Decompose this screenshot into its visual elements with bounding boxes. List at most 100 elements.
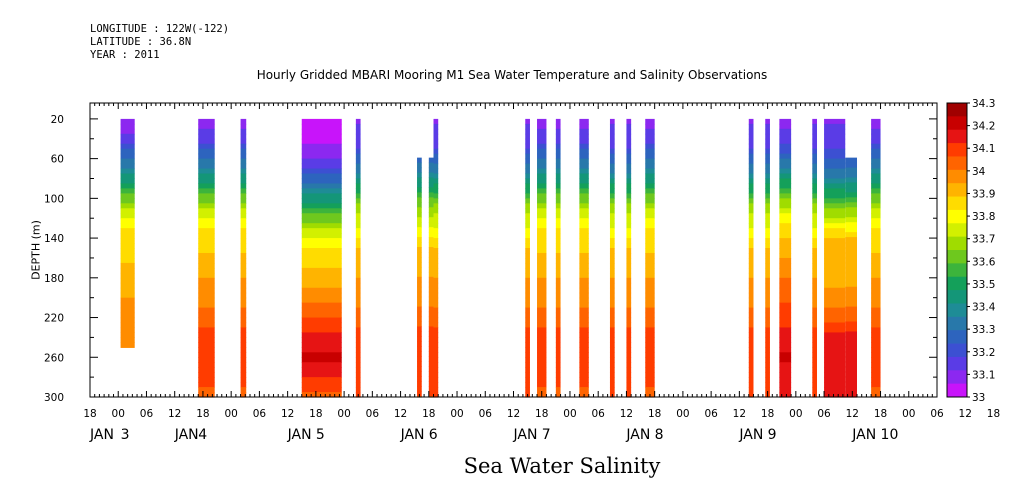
salinity-cell — [537, 158, 547, 165]
x-day-label: JAN — [89, 427, 114, 443]
salinity-cell — [417, 187, 422, 193]
salinity-cell — [355, 218, 361, 224]
salinity-cell — [579, 178, 589, 185]
salinity-cell — [626, 188, 632, 194]
salinity-cell — [824, 183, 846, 190]
salinity-cell — [433, 332, 439, 339]
salinity-cell — [525, 387, 530, 393]
salinity-cell — [779, 173, 792, 180]
salinity-cell — [355, 262, 361, 269]
salinity-cell — [609, 163, 615, 170]
salinity-cell — [198, 302, 215, 309]
salinity-cell — [824, 332, 846, 339]
salinity-cell — [645, 153, 655, 160]
salinity-cell — [779, 327, 792, 334]
salinity-cell — [355, 178, 361, 185]
salinity-cell — [537, 267, 547, 274]
salinity-cell — [198, 262, 215, 269]
salinity-cell — [779, 317, 792, 324]
salinity-cell — [537, 277, 547, 284]
salinity-cell — [871, 307, 881, 314]
salinity-cell — [417, 301, 422, 308]
salinity-cell — [555, 118, 561, 125]
salinity-cell — [779, 223, 792, 229]
salinity-cell — [417, 217, 422, 223]
salinity-cell — [120, 233, 135, 239]
salinity-cell — [428, 306, 434, 313]
salinity-cell — [198, 312, 215, 319]
salinity-cell — [555, 272, 561, 279]
salinity-cell — [355, 133, 361, 140]
salinity-cell — [525, 158, 530, 165]
salinity-cell — [779, 267, 792, 274]
salinity-cell — [765, 233, 770, 239]
salinity-cell — [301, 392, 342, 398]
salinity-cell — [645, 262, 655, 269]
salinity-cell — [609, 223, 615, 229]
salinity-cell — [555, 352, 561, 358]
salinity-cell — [525, 267, 530, 274]
salinity-cell — [417, 376, 422, 382]
salinity-cell — [871, 332, 881, 339]
salinity-cell — [645, 248, 655, 254]
salinity-cell — [537, 128, 547, 135]
salinity-cell — [645, 138, 655, 145]
salinity-cell — [579, 367, 589, 373]
salinity-cell — [301, 128, 342, 135]
salinity-cell — [645, 342, 655, 348]
salinity-cell — [433, 168, 439, 175]
plot-border — [89, 102, 938, 398]
salinity-cell — [812, 257, 818, 264]
salinity-cell — [626, 302, 632, 309]
salinity-cell — [555, 208, 561, 214]
colorbar-swatch — [947, 303, 967, 318]
salinity-cell — [120, 238, 135, 244]
salinity-cell — [355, 138, 361, 145]
salinity-cell — [555, 312, 561, 319]
salinity-cell — [824, 282, 846, 289]
salinity-cell — [428, 157, 434, 164]
salinity-cell — [645, 322, 655, 329]
salinity-cell — [433, 213, 439, 219]
salinity-cell — [626, 238, 632, 244]
salinity-cell — [417, 197, 422, 203]
salinity-cell — [779, 248, 792, 254]
salinity-cell — [525, 153, 530, 160]
colorbar-label: 33.1 — [972, 369, 995, 381]
salinity-cell — [609, 367, 615, 373]
x-day-label: JAN — [174, 427, 199, 443]
salinity-cell — [525, 312, 530, 319]
salinity-cell — [765, 287, 770, 294]
salinity-cell — [198, 153, 215, 160]
salinity-cell — [555, 148, 561, 155]
colorbar-label: 34.2 — [972, 121, 995, 133]
salinity-cell — [428, 237, 434, 243]
salinity-cell — [779, 272, 792, 279]
salinity-cell — [433, 327, 439, 334]
salinity-cell — [748, 392, 754, 398]
colorbar-label: 34 — [972, 166, 986, 178]
salinity-cell — [824, 248, 846, 254]
salinity-cell — [428, 391, 434, 397]
salinity-cell — [824, 262, 846, 269]
salinity-cell — [417, 237, 422, 243]
salinity-cell — [428, 217, 434, 223]
salinity-cell — [845, 326, 858, 333]
salinity-cell — [812, 193, 818, 199]
salinity-cell — [626, 148, 632, 155]
salinity-cell — [240, 198, 247, 204]
salinity-cell — [355, 357, 361, 363]
salinity-cell — [748, 362, 754, 368]
y-tick-label: 300 — [44, 392, 64, 404]
salinity-cell — [765, 372, 770, 378]
salinity-cell — [748, 153, 754, 160]
data-column — [355, 118, 361, 398]
salinity-cell — [626, 223, 632, 229]
salinity-cell — [355, 292, 361, 299]
x-hour-label: 12 — [846, 408, 859, 420]
salinity-cell — [645, 188, 655, 194]
salinity-cell — [645, 228, 655, 234]
salinity-cell — [120, 317, 135, 324]
salinity-cell — [779, 163, 792, 170]
